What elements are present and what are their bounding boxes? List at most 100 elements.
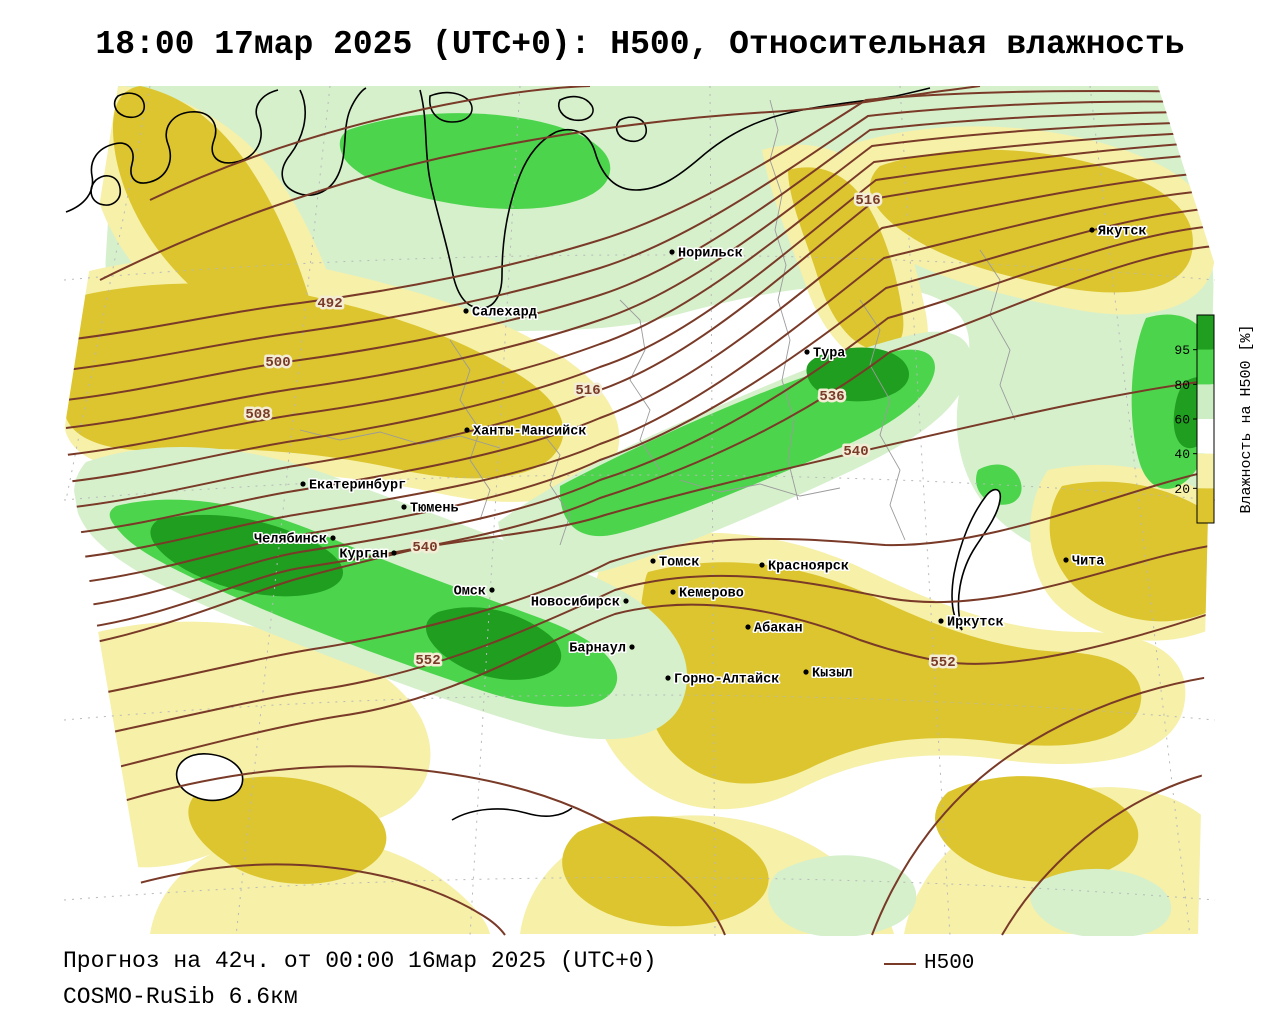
city-marker: Тура <box>804 345 847 363</box>
graticule-line <box>709 85 716 937</box>
city-label: Якутск <box>1098 225 1147 240</box>
colorbar-tick-label: 60 <box>1174 413 1190 428</box>
coastline <box>428 91 473 123</box>
city-dot <box>300 481 306 487</box>
city-marker: Чита <box>1063 553 1106 571</box>
city-marker: Курган <box>338 546 397 564</box>
coastline <box>615 116 648 143</box>
model-caption: COSMO-RuSib 6.6км <box>63 984 298 1010</box>
city-label: Омск <box>454 585 486 600</box>
contour-line <box>65 544 1214 743</box>
contour-line <box>65 171 1214 535</box>
humidity-region <box>638 562 1142 784</box>
admin-boundary <box>859 299 906 541</box>
contour-label: 552 <box>930 655 955 671</box>
contour-line <box>99 86 981 281</box>
city-label: Новосибирск <box>531 595 620 611</box>
admin-boundaries <box>299 99 1016 546</box>
contour-line <box>65 141 1214 483</box>
contour-label: 500 <box>265 355 290 371</box>
contour-lines <box>65 86 1214 936</box>
humidity-region <box>339 113 611 209</box>
coastline <box>419 89 557 309</box>
city-marker: Абакан <box>745 619 804 638</box>
coastlines <box>65 87 1002 821</box>
graticule-line <box>899 85 951 937</box>
city-label: Горно-Алтайск <box>674 673 779 688</box>
forecast-caption: Прогноз на 42ч. от 00:00 16мар 2025 (UTC… <box>63 948 657 974</box>
coastline <box>113 92 146 119</box>
city-markers: Норильск Салехард Тура Якутск Ханты-Мансийск… <box>253 223 1149 689</box>
contour-labels: 492 500 508 516 516 536 540 540 552 552 <box>243 191 958 674</box>
city-marker: Челябинск <box>253 530 336 549</box>
colorbar-tick-label: 20 <box>1174 482 1190 497</box>
contour-line <box>65 245 1214 631</box>
colorbar-segment <box>1197 349 1214 385</box>
contour-label: 516 <box>575 383 600 399</box>
colorbar-tick-label: 80 <box>1174 378 1190 393</box>
colorbar-tick-label: 95 <box>1174 343 1190 358</box>
city-label: Курган <box>339 548 388 563</box>
contour-line <box>65 121 1214 429</box>
city-label: Кемерово <box>679 587 744 602</box>
city-dot <box>745 624 751 630</box>
contour-line <box>65 765 726 936</box>
h500-legend-label: H500 <box>924 952 975 975</box>
graticule-line <box>469 85 521 937</box>
contour-line <box>65 379 1214 649</box>
contour-line <box>65 603 1214 781</box>
contour-line <box>1001 771 1214 936</box>
graticule-line <box>235 85 331 937</box>
graticule-line <box>63 254 1216 281</box>
coastline <box>558 95 594 122</box>
coastline <box>175 753 244 802</box>
city-label: Тюмень <box>410 502 459 517</box>
contour-label: 516 <box>855 193 880 209</box>
contour-line <box>149 86 591 201</box>
humidity-region <box>1049 481 1208 622</box>
contour-label: 492 <box>317 296 342 312</box>
colorbar-segment <box>1197 453 1214 489</box>
colorbar-title: Влажность на H500 [%] <box>1238 324 1255 513</box>
map-title: 18:00 17мар 2025 (UTC+0): H500, Относите… <box>95 26 1185 63</box>
graticule-line <box>63 474 1216 501</box>
contour-label: 552 <box>415 653 440 669</box>
admin-boundary <box>299 429 501 449</box>
city-dot <box>759 562 765 568</box>
contour-label: 508 <box>245 407 270 423</box>
city-label: Ханты-Мансийск <box>473 425 586 440</box>
city-label: Томск <box>659 556 700 571</box>
city-dot <box>489 587 495 593</box>
city-marker: Новосибирск <box>529 593 629 612</box>
colorbar-tick-label: 40 <box>1174 447 1190 462</box>
city-dot <box>803 669 809 675</box>
city-dot <box>391 550 397 556</box>
city-dot <box>670 589 676 595</box>
coastline <box>90 175 122 206</box>
contour-line <box>65 207 1214 585</box>
city-label: Тура <box>813 347 845 362</box>
city-dot <box>650 558 656 564</box>
city-label: Иркутск <box>947 616 1004 631</box>
humidity-region <box>788 167 904 352</box>
humidity-region <box>768 855 917 936</box>
city-dot <box>623 598 629 604</box>
contour-label: 540 <box>843 444 868 460</box>
city-marker: Барнаул <box>568 640 635 658</box>
graticule-line <box>1089 85 1191 937</box>
city-dot <box>1063 557 1069 563</box>
city-label: Салехард <box>472 306 537 321</box>
colorbar-segment <box>1197 419 1214 454</box>
humidity-region <box>426 607 562 680</box>
graticule-line <box>63 694 1216 721</box>
admin-boundary <box>979 249 1016 421</box>
city-dot <box>330 535 336 541</box>
city-dot <box>1089 227 1095 233</box>
city-dot <box>669 249 675 255</box>
contour-label: 536 <box>819 389 844 405</box>
graticule <box>63 85 1216 937</box>
humidity-region <box>113 86 312 339</box>
contour-line <box>65 225 1214 609</box>
graticule-line <box>65 85 151 501</box>
